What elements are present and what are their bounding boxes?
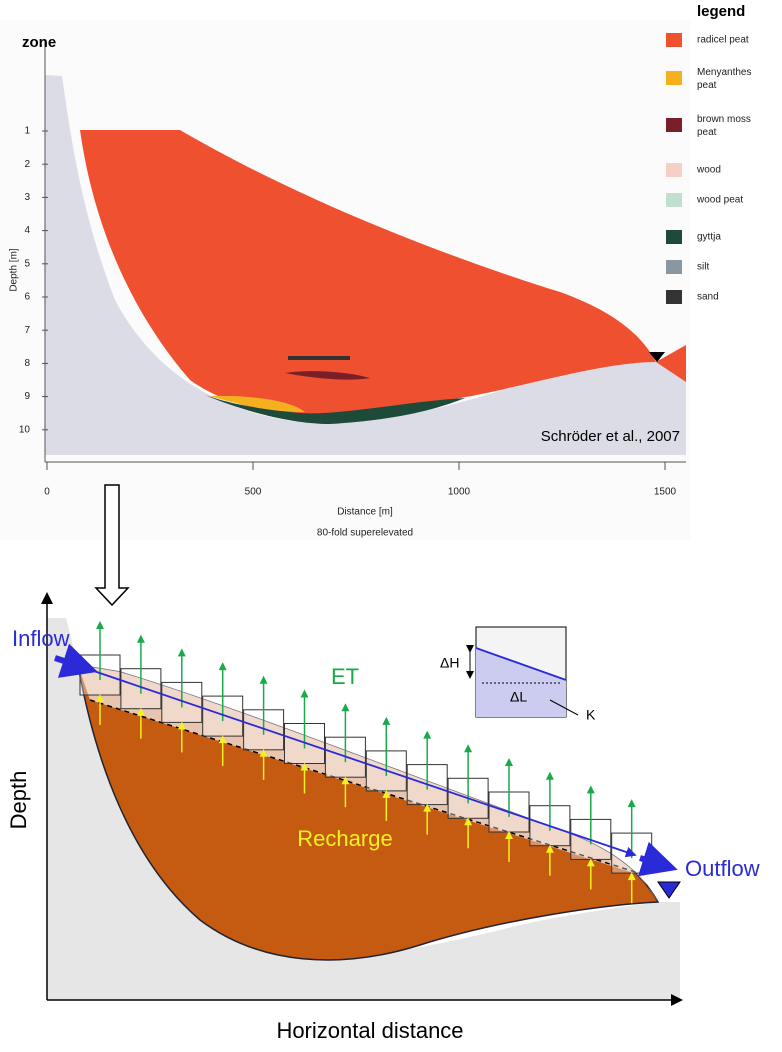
x-label: Distance [m] xyxy=(337,507,393,518)
et-head xyxy=(300,689,309,698)
outflow-label: Outflow xyxy=(685,856,760,881)
water-level xyxy=(649,352,665,362)
recharge-head xyxy=(382,789,391,798)
y-tick-label: 5 xyxy=(24,258,30,269)
et-head xyxy=(259,675,268,684)
dashed-line xyxy=(89,699,649,877)
y-label: Depth [m] xyxy=(9,248,20,292)
top-layer xyxy=(78,665,658,902)
y-tick-label: 3 xyxy=(24,192,30,203)
dl-label: ΔL xyxy=(510,689,527,705)
et-head xyxy=(177,648,186,657)
radicel-peat xyxy=(80,130,656,420)
y-tick-label: 9 xyxy=(24,391,30,402)
water-table xyxy=(84,667,637,858)
y-tick-label: 4 xyxy=(24,225,30,236)
legend-swatch xyxy=(666,71,682,85)
et-head xyxy=(586,785,595,794)
legend-label: radicel peat xyxy=(697,35,749,46)
k-pointer xyxy=(549,699,579,716)
outflow-arrow xyxy=(637,841,678,877)
recharge-head xyxy=(218,735,227,744)
inflow-arrow xyxy=(54,643,98,678)
recharge-head xyxy=(586,858,595,867)
recharge-head xyxy=(627,872,636,881)
ground xyxy=(47,618,680,1000)
recharge-label: Recharge xyxy=(297,826,392,851)
menyanthes xyxy=(210,395,305,412)
sand xyxy=(288,356,350,360)
distance-label: Horizontal distance xyxy=(276,1018,463,1043)
y-tick-label: 1 xyxy=(24,126,30,137)
terrain xyxy=(45,75,686,455)
legend-label: wood peat xyxy=(696,195,743,206)
et-head xyxy=(545,771,554,780)
radicel-peat-right xyxy=(656,345,686,382)
legend-swatch xyxy=(666,230,682,244)
x-tick-label: 1000 xyxy=(448,487,471,498)
water-level-symbol xyxy=(657,881,681,899)
y-tick-label: 2 xyxy=(24,159,30,170)
recharge-head xyxy=(300,762,309,771)
hollow-arrow xyxy=(94,484,130,607)
et-head xyxy=(505,758,513,766)
k-label: K xyxy=(586,707,596,723)
legend-label: sand xyxy=(697,292,719,303)
note: 80-fold superelevated xyxy=(317,528,413,539)
legend-label: silt xyxy=(697,262,709,273)
recharge-head xyxy=(177,721,186,730)
recharge-head xyxy=(545,844,554,853)
inflow-label: Inflow xyxy=(12,626,70,651)
gyttja xyxy=(205,395,465,424)
recharge-head xyxy=(341,776,350,785)
legend-label: wood xyxy=(696,165,721,176)
et-head xyxy=(627,799,636,808)
inset-water xyxy=(476,648,566,717)
recharge-head xyxy=(136,707,145,716)
legend-swatch xyxy=(666,290,682,304)
recharge-head xyxy=(96,694,104,702)
x-tick-label: 0 xyxy=(44,487,50,498)
et-head xyxy=(423,730,432,739)
inset-line xyxy=(475,647,567,681)
dh-label: ΔH xyxy=(440,655,459,671)
et-head xyxy=(341,703,350,712)
depth-label: Depth xyxy=(6,771,31,830)
legend-label: gyttja xyxy=(697,232,721,243)
recharge-head xyxy=(259,748,268,757)
et-head xyxy=(464,744,473,753)
legend-swatch xyxy=(666,163,682,177)
citation: Schröder et al., 2007 xyxy=(541,428,680,445)
et-label: ET xyxy=(331,664,359,689)
et-head xyxy=(136,634,145,643)
y-tick-label: 7 xyxy=(24,325,30,336)
y-tick-label: 10 xyxy=(19,424,31,435)
et-head xyxy=(218,662,227,671)
legend-title: legend xyxy=(697,3,745,20)
zone-label: zone xyxy=(22,34,56,51)
recharge-head xyxy=(505,831,513,839)
brown-moss xyxy=(285,371,370,380)
legend-swatch xyxy=(666,260,682,274)
x-tick-label: 1500 xyxy=(654,487,677,498)
x-tick-label: 500 xyxy=(245,487,262,498)
legend-label: Menyanthes peat xyxy=(697,67,751,91)
et-head xyxy=(96,621,104,629)
et-head xyxy=(382,716,391,725)
legend-swatch xyxy=(666,193,682,207)
legend-swatch xyxy=(666,118,682,132)
recharge-head xyxy=(423,803,432,812)
y-tick-label: 6 xyxy=(24,292,30,303)
legend-swatch xyxy=(666,33,682,47)
recharge-head xyxy=(464,817,473,826)
y-tick-label: 8 xyxy=(24,358,30,369)
legend-label: brown moss peat xyxy=(697,114,751,138)
